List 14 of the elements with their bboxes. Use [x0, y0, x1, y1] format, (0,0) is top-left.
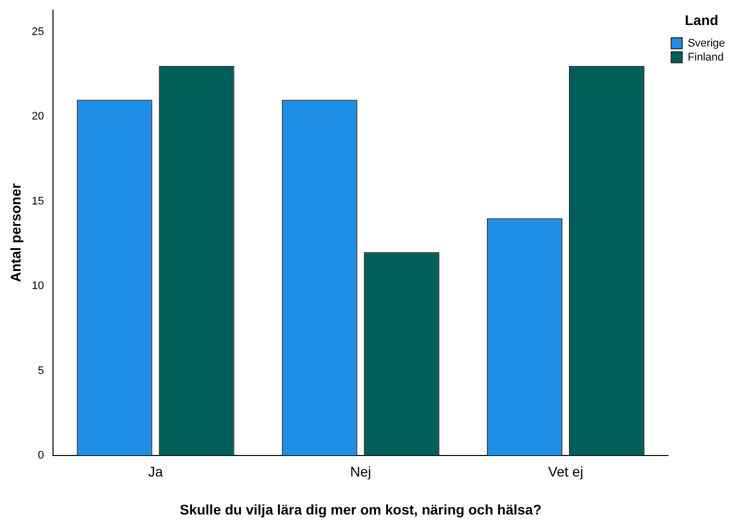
y-tick-label: 5 — [38, 364, 44, 377]
y-tick-label: 15 — [32, 195, 44, 208]
y-tick-label: 25 — [32, 26, 44, 38]
legend-label: Finland — [688, 51, 724, 64]
y-axis-title: Antal personer — [7, 182, 24, 282]
x-tick-label: Nej — [350, 464, 372, 480]
legend-title: Land — [684, 12, 718, 28]
x-tick-label: Ja — [148, 464, 164, 480]
y-tick-label: 10 — [32, 280, 44, 292]
x-tick-label: Vet ej — [548, 464, 584, 480]
y-tick-label: 0 — [38, 449, 44, 462]
x-axis-title: Skulle du vilja lära dig mer om kost, näring och hälsa? — [180, 501, 542, 518]
y-tick-label: 20 — [32, 110, 44, 123]
legend-label: Sverige — [688, 37, 725, 50]
